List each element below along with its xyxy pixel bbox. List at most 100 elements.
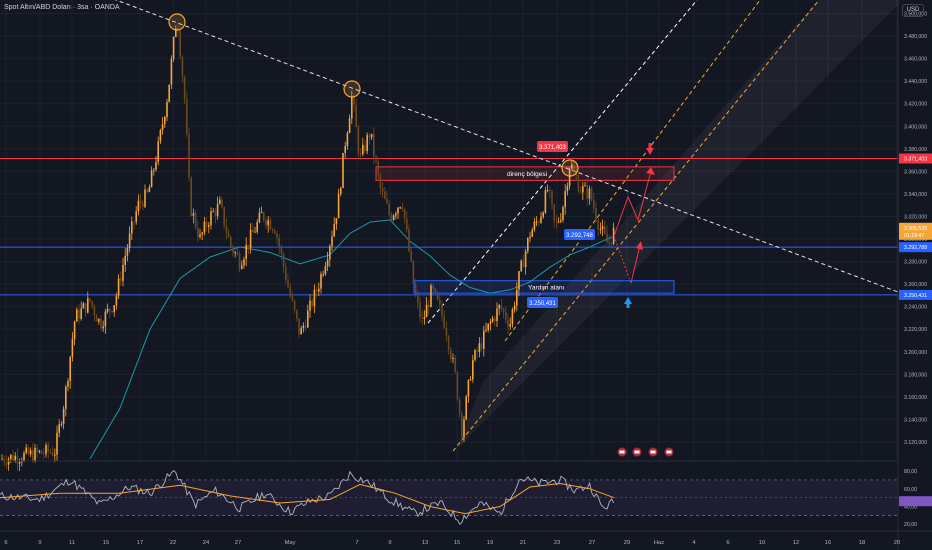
price-tag-label-1: 3.292,748 (566, 233, 593, 239)
candle-body-89 (197, 227, 199, 237)
candle-body-44 (98, 318, 100, 322)
candle-body-146 (322, 274, 324, 276)
candle-body-48 (106, 308, 109, 312)
candle-body-49 (109, 308, 111, 312)
price-tick-10: 3.320,000 (904, 214, 927, 220)
candle-body-88 (194, 213, 197, 228)
resistance-down-arrow (646, 148, 654, 155)
time-tick-23: 16 (825, 540, 831, 546)
candle-body-217 (478, 343, 481, 352)
event-flag-icon-2[interactable] (648, 447, 658, 457)
candle-body-7 (16, 455, 19, 464)
rsi-tick-2: 60,00 (904, 487, 917, 493)
price-tags: 3.371,403 3.292,748 3.250,431 (527, 141, 595, 308)
candle-body-95 (210, 211, 212, 226)
candle-body-178 (392, 215, 395, 221)
candle-body-93 (205, 221, 208, 227)
candle-body-103 (227, 232, 230, 238)
candle-body-46 (102, 326, 104, 329)
candle-body-192 (423, 317, 426, 319)
axis-level-bg-1 (899, 242, 932, 253)
candle-body-224 (494, 318, 496, 322)
candle-body-98 (216, 203, 219, 217)
ma-line (89, 219, 613, 460)
candle-body-209 (461, 412, 463, 437)
candle-body-269 (593, 199, 595, 208)
candle-body-137 (302, 325, 305, 329)
candle-body-139 (307, 310, 309, 328)
candle-body-27 (60, 423, 63, 425)
candle-body-120 (265, 220, 267, 226)
candle-body-90 (199, 234, 201, 237)
candle-body-68 (150, 170, 153, 188)
candle-body-51 (113, 305, 115, 313)
price-axis[interactable]: 3.120,000 3.140,000 3.160,000 3.180,000 3.20… (897, 0, 932, 550)
candle-body-102 (225, 225, 228, 233)
price-tick-4: 3.200,000 (904, 350, 927, 356)
axis-level-label-1: 3.292,788 (904, 245, 927, 251)
candle-body-20 (45, 445, 47, 454)
candle-body-194 (428, 304, 430, 307)
candle-body-176 (388, 203, 390, 215)
candle-body-12 (27, 447, 30, 455)
candle-body-214 (472, 360, 474, 380)
price-tag-label-2: 3.250,431 (529, 301, 556, 307)
candle-body-174 (384, 191, 386, 199)
event-flag-mark-3 (666, 450, 672, 454)
candle-body-259 (571, 164, 573, 169)
candle-body-207 (456, 371, 459, 400)
candle-body-229 (505, 311, 507, 320)
time-axis[interactable]: 6 9 11 15 17 22 24 27 May 7 9 13 15 19 21 23 27 29 Haz 4 6 10… (0, 530, 932, 546)
last-price-label: 3.305,520 (904, 226, 927, 232)
candle-body-84 (186, 99, 188, 135)
candle-body-10 (23, 452, 25, 461)
price-tick-18: 3.480,000 (904, 34, 927, 40)
candle-body-66 (146, 189, 148, 193)
candle-body-226 (498, 304, 500, 309)
candle-body-37 (82, 303, 85, 309)
candle-body-18 (40, 450, 43, 454)
candle-body-191 (421, 317, 423, 319)
channel-fill (455, 0, 898, 451)
candle-body-211 (465, 396, 467, 420)
candle-body-197 (434, 288, 437, 292)
candle-body-99 (219, 199, 221, 204)
candle-body-190 (419, 302, 421, 318)
candle-body-138 (304, 325, 307, 328)
peak-circle-0 (168, 13, 186, 31)
candle-body-86 (190, 177, 192, 216)
candle-body-25 (56, 432, 58, 455)
candle-body-105 (232, 246, 234, 253)
candle-body-265 (584, 185, 586, 187)
time-tick-24: 18 (859, 540, 865, 546)
candle-body-164 (362, 144, 364, 155)
candle-body-100 (221, 199, 223, 207)
candle-body-245 (540, 216, 542, 223)
rsi-band-fill (0, 479, 898, 516)
rsi-tick-1: 40,00 (904, 505, 917, 511)
event-icons[interactable] (617, 447, 674, 457)
price-tick-5: 3.220,000 (904, 327, 927, 333)
projection-arrows (613, 143, 655, 308)
candle-body-15 (34, 447, 36, 461)
price-tick-0: 3.120,000 (904, 440, 927, 446)
candle-body-83 (183, 76, 186, 100)
candle-body-152 (335, 218, 338, 224)
candle-body-232 (511, 309, 514, 325)
candle-body-204 (450, 349, 452, 360)
candle-body-57 (126, 247, 129, 256)
candle-body-109 (241, 265, 243, 269)
price-tick-12: 3.360,000 (904, 169, 927, 175)
event-flag-icon-1[interactable] (632, 447, 642, 457)
candle-body-0 (1, 458, 3, 460)
support-up-arrow (624, 297, 632, 304)
candle-body-32 (71, 339, 74, 357)
event-flag-icon-0[interactable] (617, 447, 627, 457)
event-flag-icon-3[interactable] (664, 447, 674, 457)
candle-body-28 (62, 408, 65, 424)
moving-average (89, 219, 613, 460)
currency-button[interactable]: USD (902, 4, 924, 17)
candle-body-107 (236, 252, 239, 255)
candle-body-67 (148, 187, 151, 193)
